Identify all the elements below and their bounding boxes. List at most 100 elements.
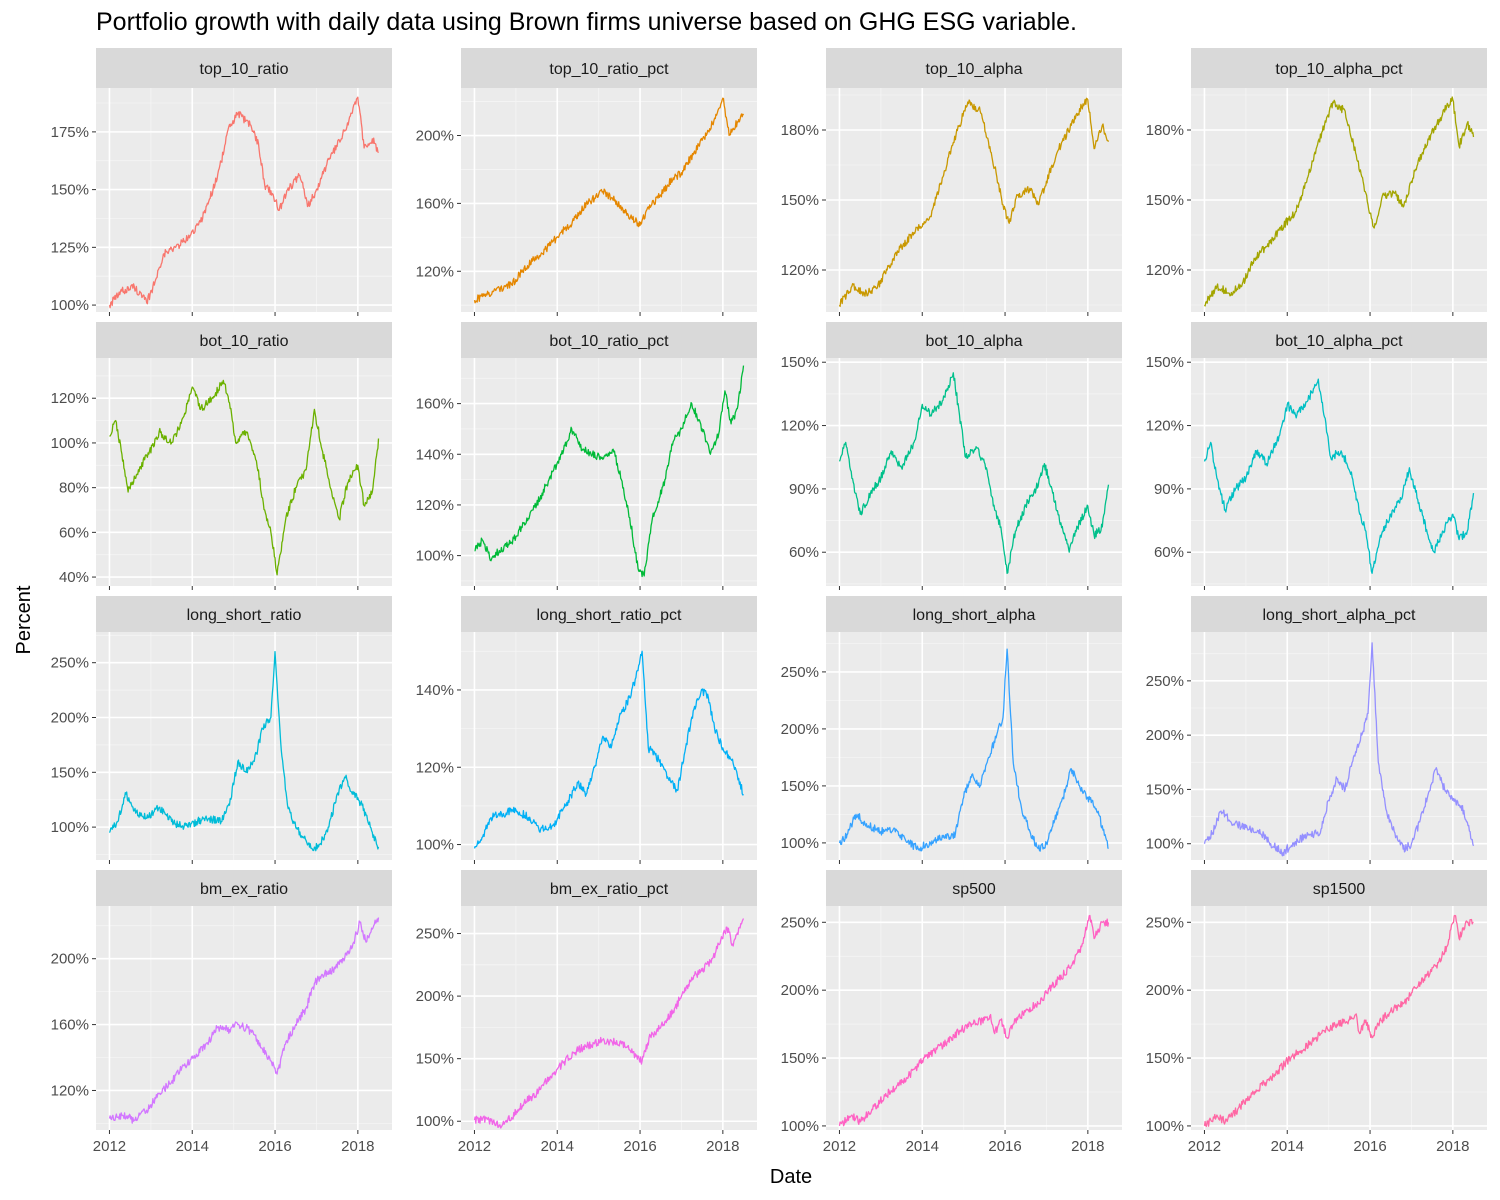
panel-background (461, 88, 757, 312)
strip-background (461, 870, 757, 906)
strip-label: long_short_ratio (187, 607, 302, 624)
x-tick-label: 2012 (458, 1138, 491, 1155)
panel-background (1191, 906, 1487, 1130)
series-line (838, 914, 1110, 1127)
strip-background (461, 596, 757, 632)
x-tick-label: 2014 (541, 1138, 574, 1155)
panel-background (826, 632, 1122, 860)
panel-background (1191, 358, 1487, 586)
y-tick-label: 100% (1146, 836, 1184, 853)
panel-long_short_ratio: long_short_ratio 100% 150% 200% 250% (51, 596, 392, 864)
panel-bot_10_ratio: bot_10_ratio 40% 60% 80% 100% 120% (51, 322, 392, 590)
y-tick-label: 150% (1146, 192, 1184, 209)
strip-label: long_short_alpha_pct (1262, 607, 1416, 624)
strip-background (96, 596, 392, 632)
strip-label: top_10_ratio_pct (549, 61, 669, 78)
y-tick-label: 120% (416, 759, 454, 776)
y-tick-label: 150% (416, 1051, 454, 1068)
panel-background (826, 358, 1122, 586)
strip-background (826, 596, 1122, 632)
y-tick-label: 175% (51, 124, 89, 141)
x-tick-label: 2016 (258, 1138, 291, 1155)
y-tick-label: 200% (416, 988, 454, 1005)
x-tick-label: 2014 (176, 1138, 209, 1155)
y-tick-label: 120% (416, 263, 454, 280)
y-tick-label: 140% (416, 446, 454, 463)
series-line (108, 651, 380, 852)
y-tick-label: 160% (416, 396, 454, 413)
panel-bm_ex_ratio_pct: bm_ex_ratio_pct 100% 150% 200% 250% 2012 2014 2… (416, 870, 757, 1155)
y-tick-label: 200% (51, 710, 89, 727)
series-line (108, 917, 380, 1124)
y-tick-label: 100% (51, 297, 89, 314)
series-line (1203, 378, 1475, 574)
series-line (473, 650, 744, 849)
y-tick-label: 60% (1154, 544, 1184, 561)
y-axis-title: Percent (13, 585, 35, 654)
y-tick-label: 150% (1146, 354, 1184, 371)
series-line (838, 97, 1110, 308)
y-tick-label: 40% (59, 569, 89, 586)
strip-label: top_10_alpha (926, 61, 1023, 78)
y-tick-label: 150% (1146, 781, 1184, 798)
y-tick-label: 200% (781, 721, 819, 738)
y-tick-label: 150% (781, 192, 819, 209)
strip-label: sp500 (952, 881, 996, 898)
y-tick-label: 250% (1146, 673, 1184, 690)
y-tick-label: 100% (1146, 1118, 1184, 1135)
y-tick-label: 60% (789, 544, 819, 561)
series-line (474, 365, 745, 578)
panel-bot_10_alpha: bot_10_alpha 60% 90% 120% 150% (781, 322, 1122, 590)
y-tick-label: 100% (51, 435, 89, 452)
panel-background (461, 358, 757, 586)
strip-background (96, 322, 392, 358)
panel-bm_ex_ratio: bm_ex_ratio 120% 160% 200% 2012 2014 2016 2018 (51, 870, 392, 1155)
y-tick-label: 200% (1146, 982, 1184, 999)
strip-label: top_10_alpha_pct (1275, 61, 1403, 78)
y-tick-label: 120% (1146, 418, 1184, 435)
panel-top_10_ratio_pct: top_10_ratio_pct 120% 160% 200% (416, 48, 757, 316)
y-tick-label: 200% (1146, 727, 1184, 744)
x-tick-label: 2014 (906, 1138, 939, 1155)
y-tick-label: 250% (781, 664, 819, 681)
y-tick-label: 160% (51, 1017, 89, 1034)
strip-label: bot_10_alpha_pct (1275, 333, 1403, 350)
panel-background (96, 358, 392, 586)
x-tick-label: 2012 (93, 1138, 126, 1155)
panel-sp500: sp500 100% 150% 200% 250% 2012 2014 2016 2018 (781, 870, 1122, 1155)
strip-background (826, 48, 1122, 88)
strip-background (826, 322, 1122, 358)
y-tick-label: 160% (416, 195, 454, 212)
y-tick-label: 120% (51, 390, 89, 407)
x-axis-title: Date (770, 1166, 812, 1188)
panel-background (1191, 632, 1487, 860)
series-line (838, 648, 1109, 852)
y-tick-label: 120% (416, 497, 454, 514)
strip-background (1191, 48, 1487, 88)
panel-long_short_ratio_pct: long_short_ratio_pct 100% 120% 140% (416, 596, 757, 864)
y-tick-label: 150% (51, 182, 89, 199)
y-tick-label: 140% (416, 682, 454, 699)
y-tick-label: 250% (416, 926, 454, 943)
y-tick-label: 150% (781, 1050, 819, 1067)
panel-top_10_ratio: top_10_ratio 100% 125% 150% 175% (51, 48, 392, 316)
chart-title: Portfolio growth with daily data using B… (96, 8, 1078, 36)
y-tick-label: 200% (781, 982, 819, 999)
strip-background (461, 322, 757, 358)
strip-label: sp1500 (1313, 881, 1366, 898)
y-tick-label: 200% (51, 951, 89, 968)
strip-label: bot_10_ratio (200, 333, 289, 350)
y-tick-label: 100% (781, 835, 819, 852)
y-tick-label: 80% (59, 480, 89, 497)
series-line (108, 96, 379, 309)
y-tick-label: 90% (1154, 481, 1184, 498)
y-tick-label: 250% (1146, 914, 1184, 931)
strip-label: bm_ex_ratio (200, 881, 288, 898)
panel-background (96, 632, 392, 860)
panel-sp1500: sp1500 100% 150% 200% 250% 2012 2014 2016 2018 (1146, 870, 1487, 1155)
x-tick-label: 2012 (823, 1138, 856, 1155)
panel-background (826, 906, 1122, 1130)
y-tick-label: 150% (781, 778, 819, 795)
series-line (1203, 642, 1475, 857)
